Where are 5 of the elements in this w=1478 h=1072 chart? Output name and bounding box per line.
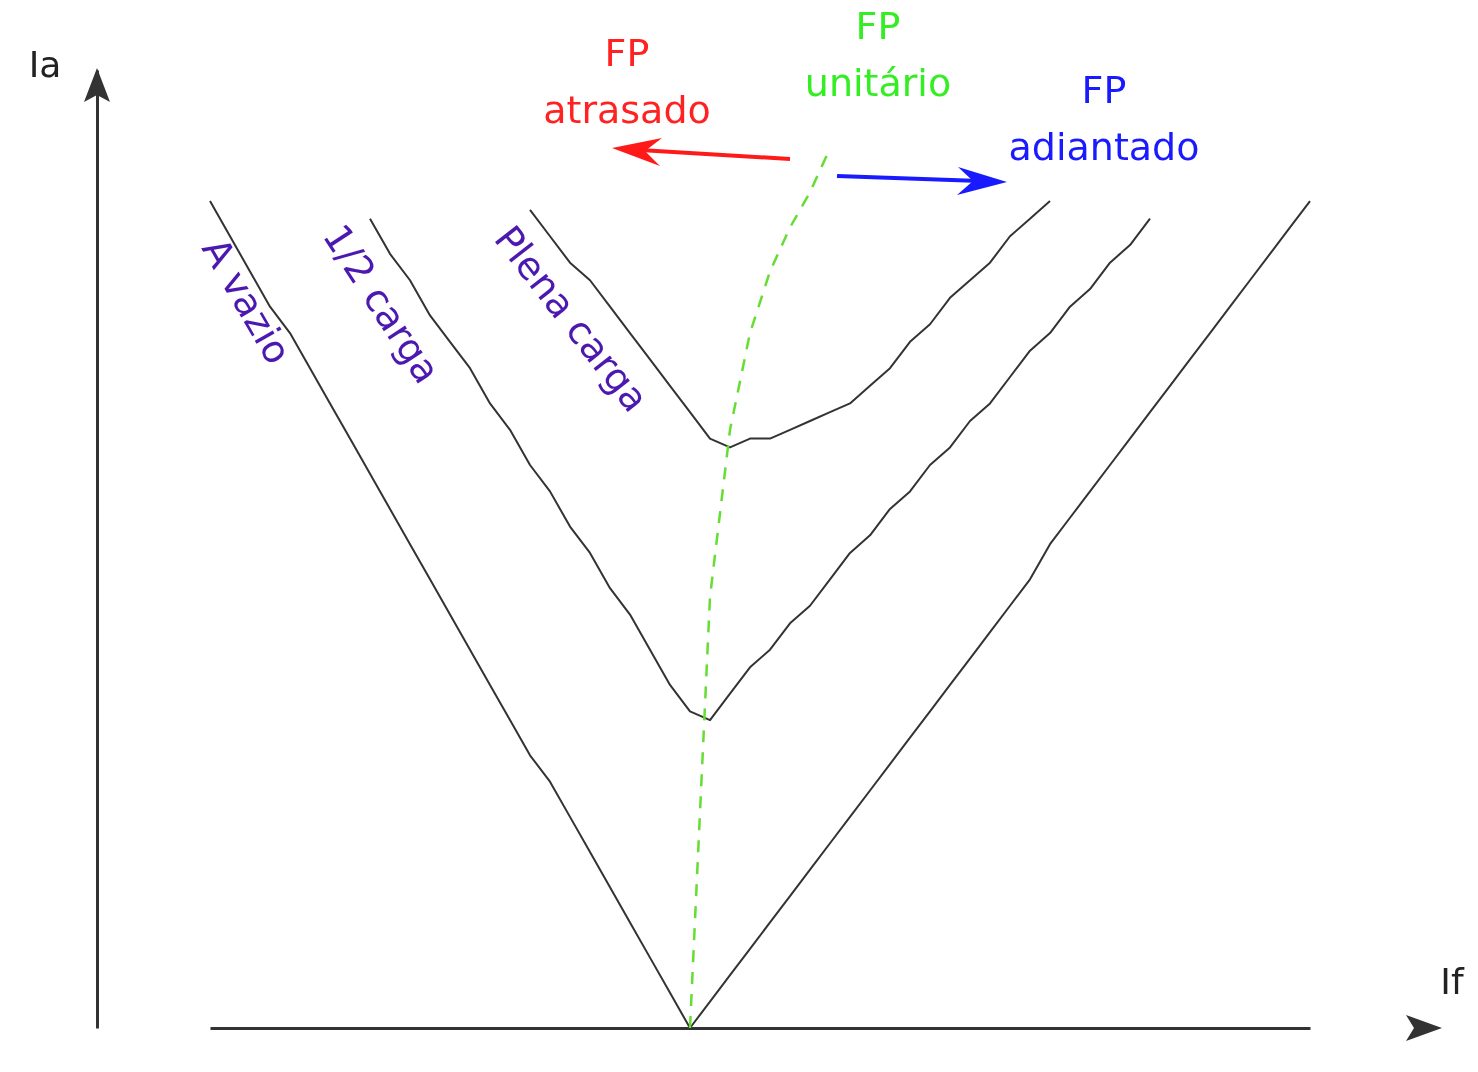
annotation: FP adiantado [1008, 68, 1200, 169]
series-label: FP unitário [804, 4, 952, 105]
y-axis-title: Ia [28, 44, 62, 85]
x-axis-title: If [1440, 961, 1465, 1002]
text: FP atrasado [543, 31, 711, 132]
